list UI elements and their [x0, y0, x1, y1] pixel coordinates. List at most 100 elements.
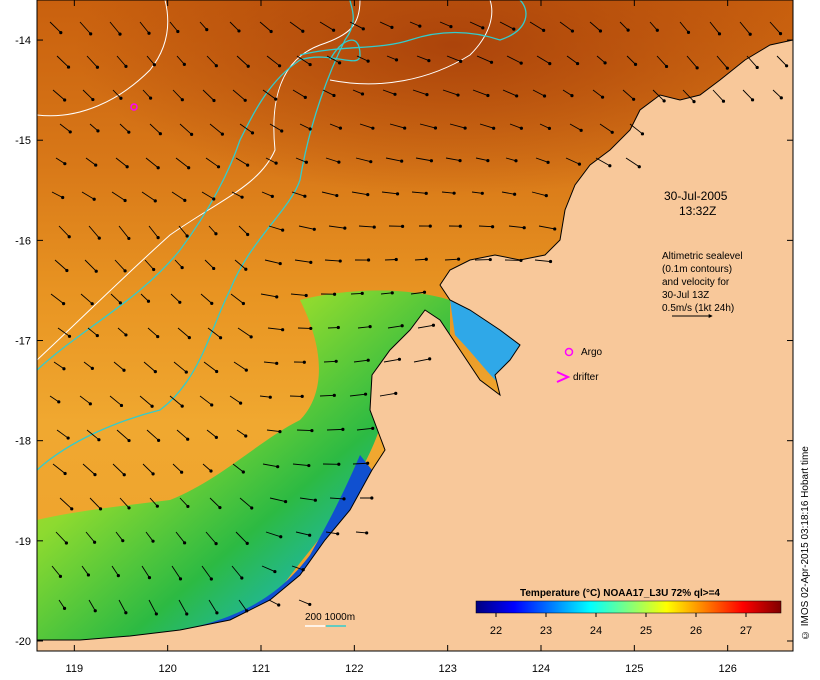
velocity-arrow	[475, 157, 488, 162]
velocity-arrow-head	[695, 66, 699, 70]
velocity-arrow	[472, 89, 489, 96]
velocity-arrow-head	[67, 334, 72, 338]
velocity-arrow-head	[127, 438, 131, 443]
velocity-arrow	[207, 327, 221, 339]
velocity-arrow-head	[212, 266, 216, 271]
velocity-arrow	[262, 463, 278, 468]
velocity-arrow-head	[205, 28, 209, 32]
velocity-arrow	[359, 123, 374, 129]
velocity-arrow-head	[575, 61, 580, 66]
velocity-arrow	[82, 89, 94, 100]
velocity-arrow	[716, 55, 728, 69]
velocity-arrow	[81, 191, 95, 200]
velocity-arrow-head	[342, 497, 346, 501]
velocity-arrow	[260, 293, 277, 298]
velocity-arrow	[204, 259, 214, 269]
velocity-arrow	[569, 123, 582, 131]
velocity-arrow	[382, 89, 396, 95]
velocity-arrow-head	[278, 429, 282, 434]
velocity-arrow-head	[94, 269, 98, 273]
velocity-arrow	[86, 429, 100, 441]
velocity-arrow-head	[366, 358, 370, 362]
velocity-arrow-head	[122, 368, 126, 372]
velocity-arrow-head	[390, 291, 394, 295]
velocity-arrow	[239, 123, 253, 134]
velocity-arrow-head	[57, 400, 61, 404]
velocity-arrow-head	[390, 25, 394, 29]
velocity-arrow	[88, 225, 100, 239]
velocity-arrow	[508, 225, 525, 229]
velocity-arrow	[295, 157, 307, 163]
velocity-arrow-head	[156, 236, 160, 240]
velocity-arrow	[352, 89, 363, 95]
velocity-arrow-head	[65, 268, 69, 273]
velocity-arrow-head	[250, 131, 255, 135]
velocity-arrow	[58, 599, 65, 609]
velocity-arrow	[178, 599, 188, 615]
velocity-arrow-head	[427, 58, 431, 63]
velocity-arrow-head	[397, 357, 402, 361]
velocity-arrow-head	[519, 258, 523, 263]
velocity-arrow	[384, 259, 397, 261]
velocity-arrow	[209, 497, 221, 508]
velocity-arrow-head	[95, 65, 100, 69]
velocity-arrow	[622, 89, 634, 100]
velocity-arrow	[56, 55, 69, 68]
velocity-arrow	[350, 292, 363, 295]
velocity-arrow-head	[363, 392, 368, 396]
velocity-arrow	[325, 157, 340, 163]
velocity-arrow	[499, 21, 514, 30]
velocity-arrow-head	[519, 126, 523, 130]
velocity-arrow	[772, 89, 782, 99]
velocity-arrow-head	[214, 232, 218, 236]
velocity-arrow-head	[214, 435, 218, 439]
velocity-arrow-head	[456, 93, 460, 97]
velocity-arrow-head	[369, 160, 373, 164]
velocity-arrow	[208, 225, 217, 235]
velocity-arrow-head	[90, 366, 94, 370]
velocity-arrow	[502, 89, 517, 97]
velocity-arrow	[229, 395, 241, 404]
velocity-arrow	[319, 394, 335, 397]
velocity-arrow-head	[308, 533, 312, 537]
velocity-arrow-head	[178, 577, 183, 581]
velocity-arrow	[206, 429, 217, 438]
velocity-arrow	[415, 157, 432, 162]
velocity-arrow-head	[301, 29, 305, 33]
velocity-arrow-head	[94, 163, 98, 167]
velocity-arrow	[389, 123, 405, 129]
colorbar-tick-label: 22	[490, 625, 502, 637]
velocity-arrow	[532, 89, 545, 97]
velocity-arrow-head	[152, 267, 156, 272]
velocity-arrow-head	[244, 368, 248, 372]
velocity-arrow-head	[281, 228, 285, 232]
colorbar-tick-label: 23	[540, 625, 552, 637]
velocity-arrow-head	[150, 404, 154, 408]
lon-tick-label: 126	[718, 663, 736, 675]
velocity-arrow-head	[245, 541, 249, 545]
velocity-arrow	[205, 157, 219, 168]
velocity-arrow-head	[212, 98, 216, 103]
velocity-arrow	[117, 327, 127, 336]
velocity-arrow-head	[608, 164, 612, 168]
velocity-arrow	[81, 565, 89, 576]
velocity-arrow-head	[332, 292, 337, 296]
velocity-arrow	[531, 191, 547, 197]
velocity-arrow-head	[579, 128, 583, 132]
velocity-arrow-head	[237, 29, 241, 33]
velocity-arrow	[119, 123, 130, 133]
velocity-arrow	[51, 191, 63, 198]
velocity-arrow	[235, 157, 248, 166]
velocity-arrow-head	[123, 198, 127, 203]
velocity-arrow-head	[755, 65, 759, 70]
velocity-arrow-head	[64, 541, 68, 545]
velocity-arrow-head	[338, 259, 342, 263]
velocity-arrow-head	[244, 434, 248, 438]
velocity-arrow-head	[686, 30, 691, 34]
velocity-arrow	[179, 497, 189, 507]
velocity-arrow	[291, 191, 306, 197]
velocity-arrow	[292, 463, 309, 466]
isobath-200m-north	[37, 0, 169, 117]
velocity-arrow-head	[338, 126, 343, 130]
velocity-arrow-head	[598, 29, 603, 33]
